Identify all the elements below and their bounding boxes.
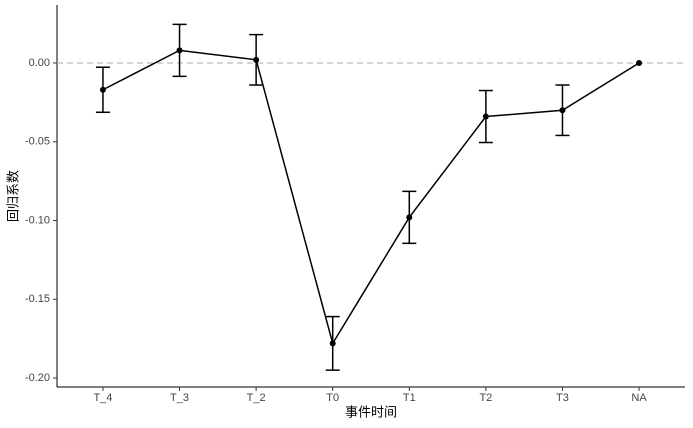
point xyxy=(406,214,413,221)
point xyxy=(559,107,566,114)
line xyxy=(102,49,640,346)
x-tick-label: NA xyxy=(631,392,647,404)
x-tick-label: T_3 xyxy=(170,392,189,404)
x-tick-label: T_2 xyxy=(247,392,266,404)
y-tick-label: -0.20 xyxy=(25,372,50,384)
x-tick-label: T2 xyxy=(479,392,492,404)
point xyxy=(636,59,643,66)
x-tick-label: T_4 xyxy=(93,392,112,404)
point xyxy=(329,340,336,347)
x-tick-label: T1 xyxy=(403,392,416,404)
x-tick-label: T3 xyxy=(556,392,569,404)
point xyxy=(176,47,183,54)
point xyxy=(99,86,106,93)
x-axis-title: 事件时间 xyxy=(345,404,397,419)
y-tick-label: -0.15 xyxy=(25,293,50,305)
y-axis-title: 回归系数 xyxy=(5,170,20,222)
y-tick-label: -0.10 xyxy=(25,214,50,226)
point xyxy=(253,56,260,63)
y-tick-label: 0.00 xyxy=(29,57,50,69)
x-tick-label: T0 xyxy=(326,392,339,404)
y-tick-label: -0.05 xyxy=(25,136,50,148)
point xyxy=(482,113,489,120)
